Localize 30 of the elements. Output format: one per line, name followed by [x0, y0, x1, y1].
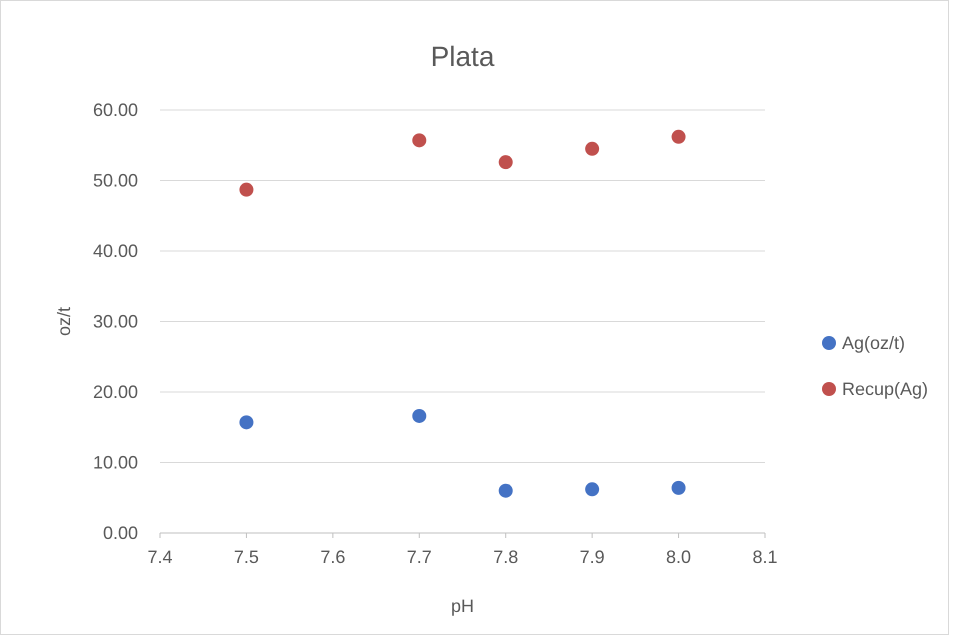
x-tick-label: 8.0	[666, 547, 692, 567]
x-tick-label: 7.7	[406, 547, 432, 567]
y-tick-label: 50.00	[92, 170, 138, 190]
point	[498, 484, 513, 498]
point	[498, 155, 513, 170]
y-tick-label: 30.00	[92, 312, 138, 332]
x-tick-label: 7.9	[580, 547, 605, 567]
x-tick-label: 7.8	[493, 547, 518, 567]
y-tick-label: 10.00	[92, 452, 138, 472]
point	[239, 415, 254, 430]
point	[239, 182, 254, 197]
x-tick-label: 8.1	[752, 547, 778, 567]
point	[585, 482, 600, 496]
y-tick-label: 0.00	[102, 523, 138, 543]
x-tick-label: 7.5	[234, 547, 259, 567]
y-tick-label: 40.00	[92, 241, 138, 261]
point	[412, 133, 426, 148]
point	[672, 480, 686, 495]
point	[412, 408, 426, 423]
y-axis-title: oz/t	[54, 306, 74, 336]
x-tick-label: 7.4	[147, 547, 173, 567]
y-tick-label: 60.00	[92, 100, 138, 120]
legend-label: Recup(Ag)	[842, 379, 928, 399]
point	[672, 130, 686, 144]
legend-label: Ag(oz/t)	[842, 333, 906, 353]
chart-title: Plata	[430, 41, 495, 72]
x-axis-title: pH	[450, 596, 474, 616]
y-tick-label: 20.00	[92, 382, 138, 402]
x-tick-label: 7.6	[320, 547, 346, 567]
point	[585, 142, 600, 156]
